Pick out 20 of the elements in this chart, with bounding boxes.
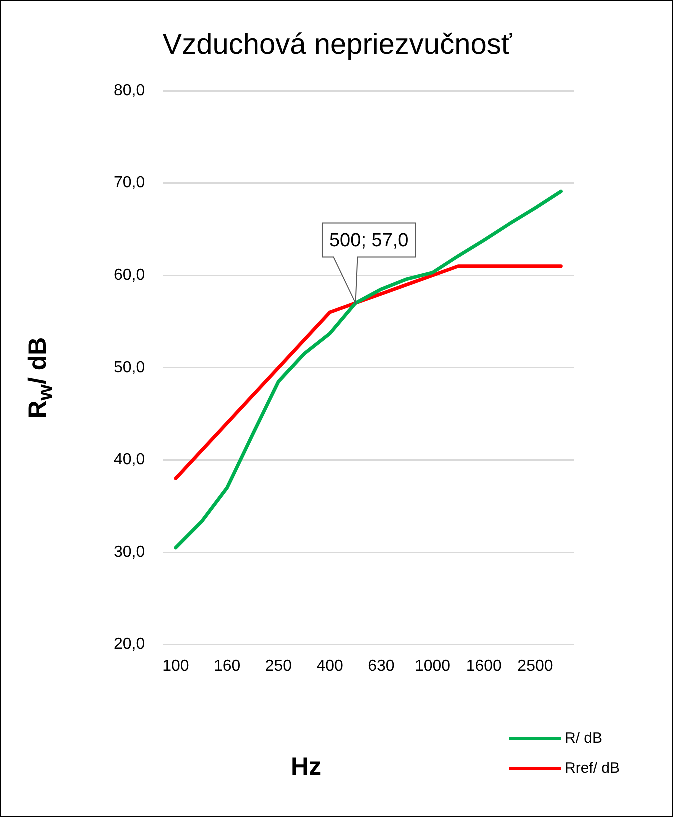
y-tick-label: 20,0 xyxy=(114,636,146,654)
chart-title: Vzduchová nepriezvučnosť xyxy=(162,29,514,62)
x-tick-label: 2500 xyxy=(518,658,554,675)
y-tick-label: 50,0 xyxy=(114,359,146,376)
x-tick-label: 250 xyxy=(265,658,292,675)
x-tick-label: 160 xyxy=(214,658,241,675)
y-tick-label: 30,0 xyxy=(114,544,146,561)
legend-label: Rref/ dB xyxy=(564,758,620,778)
y-tick-label: 70,0 xyxy=(114,174,146,192)
annotation: 500; 57,0 xyxy=(329,230,409,252)
legend-label: R/ dB xyxy=(564,728,604,748)
y-tick-label: 60,0 xyxy=(114,267,146,284)
x-tick-label: 400 xyxy=(316,658,344,675)
x-axis-title: Hz xyxy=(291,753,322,782)
y-tick-label: 40,0 xyxy=(114,452,146,469)
x-tick-label: 1600 xyxy=(466,658,502,675)
x-tick-label: 1000 xyxy=(414,658,451,675)
y-tick-label: 80,0 xyxy=(114,82,146,100)
x-tick-label: 100 xyxy=(162,658,190,675)
x-tick-label: 630 xyxy=(368,658,395,675)
